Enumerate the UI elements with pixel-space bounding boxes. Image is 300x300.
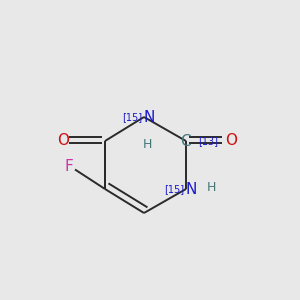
Text: H: H [207,181,216,194]
Text: N: N [185,182,197,196]
Text: [15]: [15] [164,184,184,194]
Text: [15]: [15] [122,112,142,122]
Text: F: F [64,159,74,174]
Text: C: C [180,134,190,148]
Text: O: O [57,133,69,148]
Text: H: H [142,138,152,151]
Text: N: N [143,110,155,124]
Text: [13]: [13] [198,136,218,146]
Text: O: O [225,133,237,148]
